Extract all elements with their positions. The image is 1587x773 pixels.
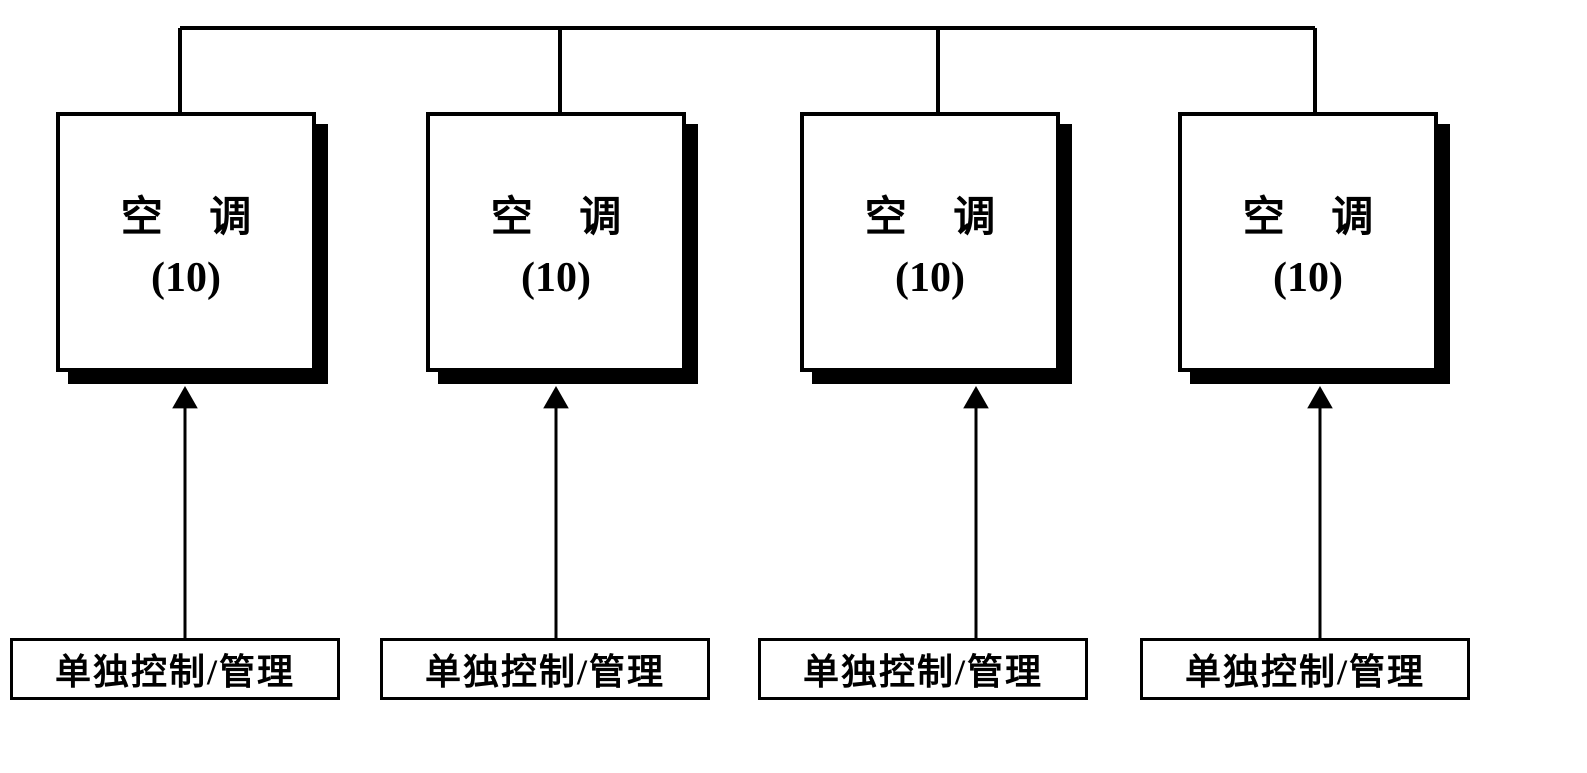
box-shadow-right (316, 124, 328, 384)
ac-box: 空 调 (10) (800, 112, 1060, 372)
box-sub: (10) (1273, 254, 1343, 302)
box-shadow-bottom (68, 372, 328, 384)
ac-box: 空 调 (10) (426, 112, 686, 372)
diagram-root: 空 调 (10) 空 调 (10) 空 调 (10) 空 调 (10) 单独控制/管理 单独控制/… (0, 0, 1587, 773)
box-shadow-right (686, 124, 698, 384)
box-title: 空 调 (847, 183, 1014, 244)
box-shadow-right (1438, 124, 1450, 384)
box-sub: (10) (895, 254, 965, 302)
box-title: 空 调 (103, 183, 270, 244)
box-shadow-bottom (1190, 372, 1450, 384)
box-title: 空 调 (473, 183, 640, 244)
control-label-box: 单独控制/管理 (10, 638, 340, 700)
box-sub: (10) (151, 254, 221, 302)
control-label-text: 单独控制/管理 (803, 643, 1043, 695)
box-shadow-bottom (812, 372, 1072, 384)
control-label-text: 单独控制/管理 (425, 643, 665, 695)
box-sub: (10) (521, 254, 591, 302)
control-label-text: 单独控制/管理 (1185, 643, 1425, 695)
ac-box: 空 调 (10) (1178, 112, 1438, 372)
control-label-box: 单独控制/管理 (758, 638, 1088, 700)
control-label-box: 单独控制/管理 (1140, 638, 1470, 700)
control-label-text: 单独控制/管理 (55, 643, 295, 695)
box-shadow-right (1060, 124, 1072, 384)
ac-box: 空 调 (10) (56, 112, 316, 372)
control-label-box: 单独控制/管理 (380, 638, 710, 700)
box-title: 空 调 (1225, 183, 1392, 244)
box-shadow-bottom (438, 372, 698, 384)
